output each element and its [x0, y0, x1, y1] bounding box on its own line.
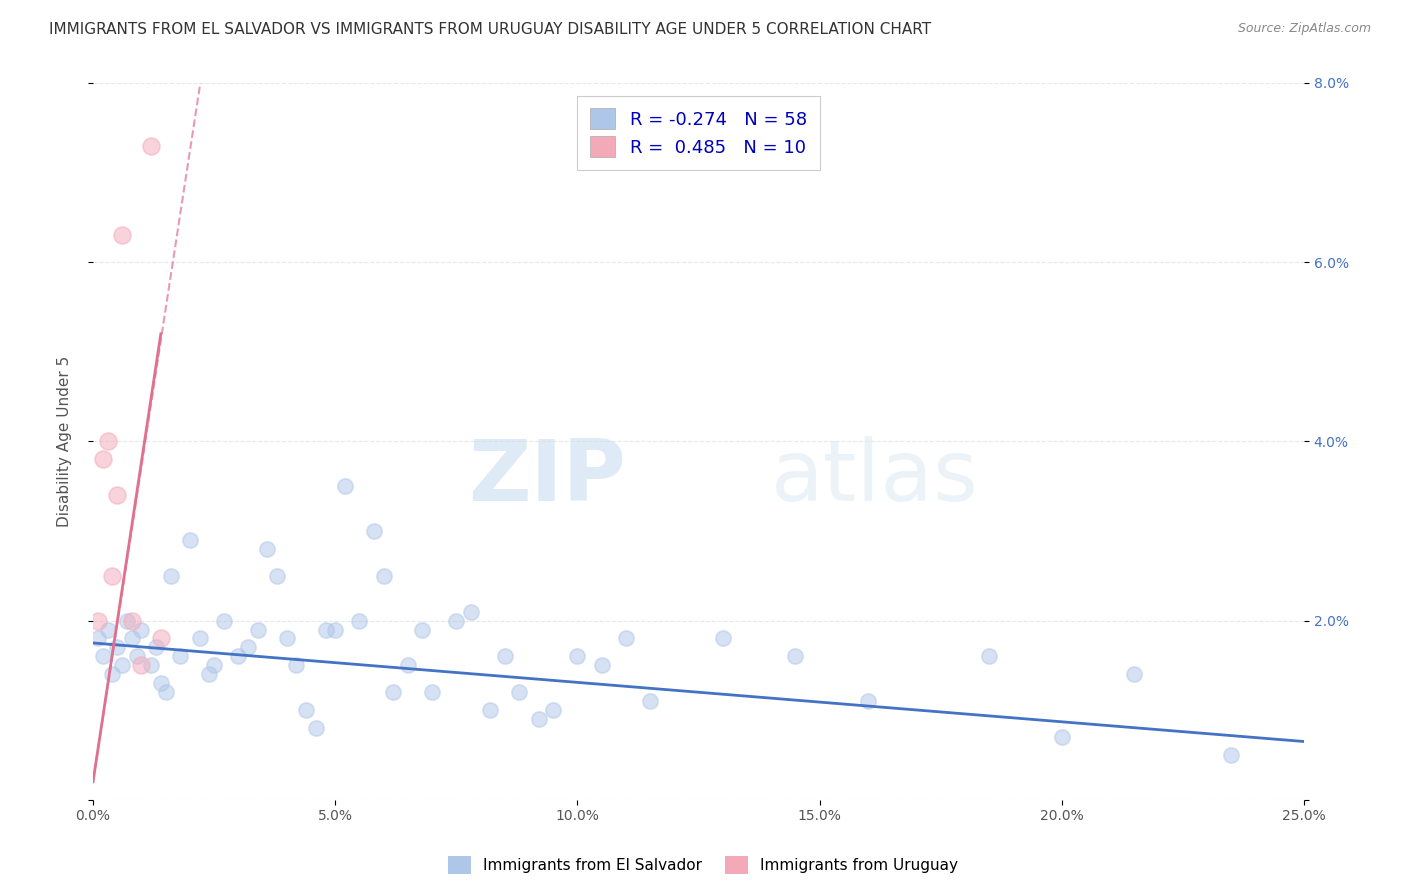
Point: [87, 614, 110, 628]
Text: atlas: atlas: [770, 435, 979, 518]
Point: [856, 694, 879, 708]
Point: [276, 632, 298, 646]
Point: [139, 138, 162, 153]
Text: ZIP: ZIP: [468, 435, 626, 518]
Point: [111, 228, 134, 243]
Point: [285, 658, 308, 673]
Point: [139, 658, 162, 673]
Point: [420, 685, 443, 699]
Point: [188, 632, 211, 646]
Point: [131, 623, 153, 637]
Point: [1220, 747, 1243, 762]
Point: [121, 632, 143, 646]
Point: [411, 623, 433, 637]
Point: [212, 614, 235, 628]
Point: [169, 649, 191, 664]
Point: [105, 488, 128, 502]
Text: IMMIGRANTS FROM EL SALVADOR VS IMMIGRANTS FROM URUGUAY DISABILITY AGE UNDER 5 CO: IMMIGRANTS FROM EL SALVADOR VS IMMIGRANT…: [49, 22, 931, 37]
Legend: Immigrants from El Salvador, Immigrants from Uruguay: Immigrants from El Salvador, Immigrants …: [441, 850, 965, 880]
Point: [305, 721, 328, 735]
Point: [131, 658, 153, 673]
Point: [460, 605, 482, 619]
Point: [979, 649, 1001, 664]
Point: [115, 614, 138, 628]
Point: [396, 658, 419, 673]
Point: [508, 685, 530, 699]
Point: [614, 632, 637, 646]
Legend: R = -0.274   N = 58, R =  0.485   N = 10: R = -0.274 N = 58, R = 0.485 N = 10: [578, 95, 820, 169]
Point: [145, 640, 167, 655]
Point: [101, 667, 124, 681]
Point: [149, 632, 172, 646]
Point: [91, 649, 114, 664]
Point: [527, 712, 550, 726]
Point: [246, 623, 269, 637]
Point: [363, 524, 385, 538]
Point: [638, 694, 661, 708]
Point: [121, 614, 143, 628]
Point: [125, 649, 148, 664]
Point: [1050, 730, 1073, 744]
Y-axis label: Disability Age Under 5: Disability Age Under 5: [58, 356, 72, 527]
Point: [591, 658, 613, 673]
Point: [155, 685, 177, 699]
Text: Source: ZipAtlas.com: Source: ZipAtlas.com: [1237, 22, 1371, 36]
Point: [373, 568, 395, 582]
Point: [295, 703, 318, 717]
Point: [159, 568, 181, 582]
Point: [349, 614, 371, 628]
Point: [149, 676, 172, 690]
Point: [91, 452, 114, 467]
Point: [479, 703, 502, 717]
Point: [315, 623, 337, 637]
Point: [228, 649, 250, 664]
Point: [1123, 667, 1146, 681]
Point: [236, 640, 259, 655]
Point: [87, 632, 110, 646]
Point: [105, 640, 128, 655]
Point: [567, 649, 589, 664]
Point: [446, 614, 468, 628]
Point: [96, 623, 118, 637]
Point: [333, 479, 356, 493]
Point: [785, 649, 807, 664]
Point: [179, 533, 201, 547]
Point: [198, 667, 221, 681]
Point: [202, 658, 225, 673]
Point: [111, 658, 134, 673]
Point: [323, 623, 346, 637]
Point: [256, 541, 278, 556]
Point: [541, 703, 564, 717]
Point: [711, 632, 734, 646]
Point: [101, 568, 124, 582]
Point: [96, 434, 118, 449]
Point: [382, 685, 405, 699]
Point: [266, 568, 288, 582]
Point: [494, 649, 516, 664]
